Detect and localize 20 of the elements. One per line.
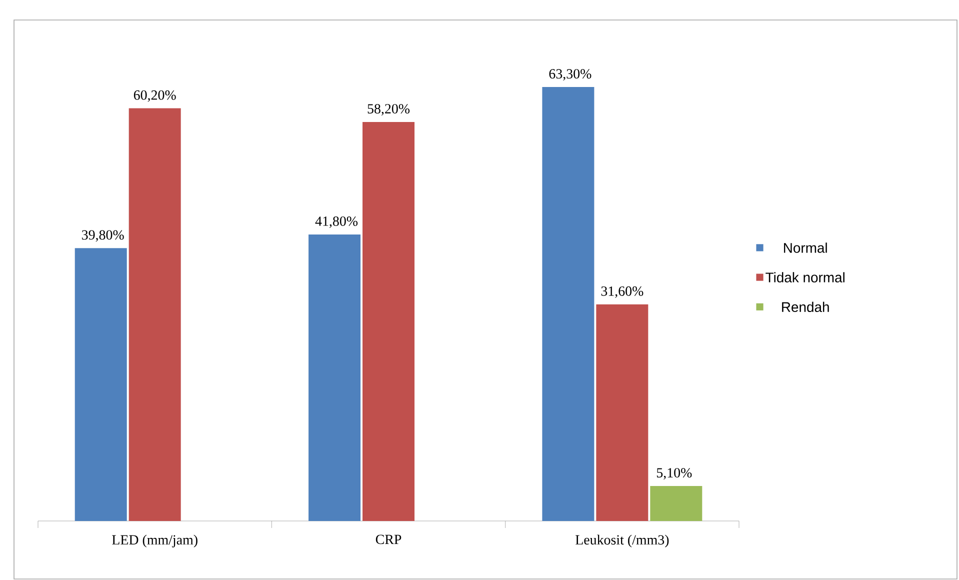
- legend-label: Normal: [784, 242, 827, 253]
- bar: [308, 234, 361, 521]
- data-label: 39,80%: [82, 230, 124, 242]
- data-label: 5,10%: [656, 468, 692, 480]
- legend-label: Rendah: [782, 302, 829, 312]
- data-label: 58,20%: [368, 104, 410, 116]
- bar: [128, 108, 181, 521]
- data-label: 63,30%: [549, 69, 592, 81]
- legend-label: Tidak normal: [766, 272, 844, 282]
- data-label: 60,20%: [134, 90, 176, 102]
- bar: [362, 122, 415, 521]
- data-label: 41,80%: [315, 216, 358, 228]
- bar: [74, 248, 127, 521]
- bar: [596, 304, 648, 521]
- x-tick-label: LED (mm/jam): [112, 534, 198, 548]
- x-tick-label: CRP: [376, 534, 402, 544]
- bar: [542, 87, 594, 521]
- data-label: 31,60%: [601, 286, 644, 298]
- bar: [650, 486, 702, 521]
- x-tick-label: Leukosit (/mm3): [576, 534, 669, 548]
